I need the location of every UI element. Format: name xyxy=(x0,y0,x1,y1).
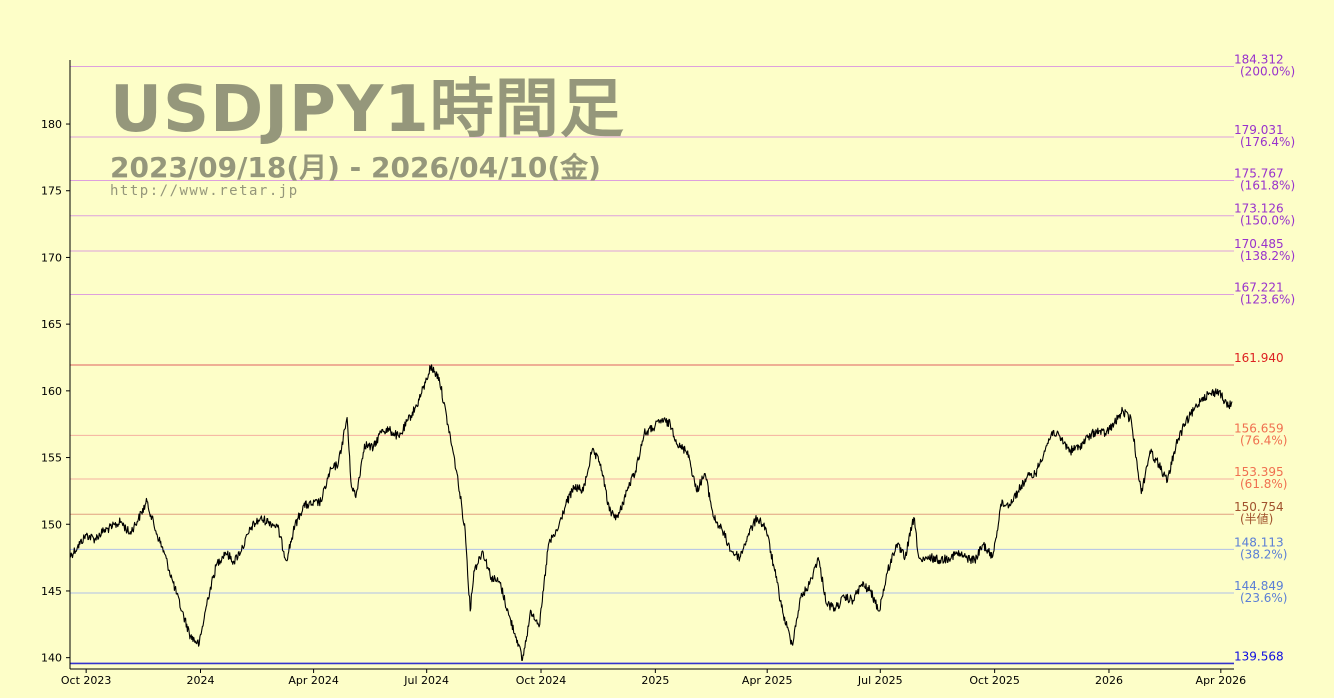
level-value-label: 179.031 xyxy=(1234,123,1284,137)
price-series-line xyxy=(69,364,1233,662)
x-tick-label: 2026 xyxy=(1095,674,1123,687)
level-value-label: 167.221 xyxy=(1234,281,1284,295)
level-value-label: 161.940 xyxy=(1234,351,1284,365)
level-value-label: 144.849 xyxy=(1234,579,1284,593)
level-percent-label: (150.0%) xyxy=(1240,214,1295,228)
level-percent-label: (176.4%) xyxy=(1240,135,1295,149)
level-value-label: 175.767 xyxy=(1234,167,1284,181)
level-value-label: 173.126 xyxy=(1234,202,1284,216)
level-value-label: 184.312 xyxy=(1234,53,1284,67)
y-tick-label: 165 xyxy=(41,318,62,331)
y-tick-label: 160 xyxy=(41,385,62,398)
level-value-label: 156.659 xyxy=(1234,421,1284,435)
level-value-label: 170.485 xyxy=(1234,237,1284,251)
x-tick-label: Apr 2026 xyxy=(1196,674,1247,687)
y-tick-label: 145 xyxy=(41,585,62,598)
x-tick-label: 2024 xyxy=(186,674,214,687)
x-tick-label: Oct 2025 xyxy=(969,674,1020,687)
site-url: http://www.retar.jp xyxy=(110,183,299,199)
y-tick-label: 150 xyxy=(41,518,62,531)
x-tick-label: Apr 2024 xyxy=(288,674,339,687)
level-percent-label: (123.6%) xyxy=(1240,293,1295,307)
x-tick-label: Apr 2025 xyxy=(742,674,793,687)
x-tick-label: Oct 2023 xyxy=(61,674,112,687)
level-percent-label: (76.4%) xyxy=(1240,433,1287,447)
chart-title: USDJPY1時間足 xyxy=(110,73,625,147)
level-percent-label: (161.8%) xyxy=(1240,179,1295,193)
y-tick-label: 155 xyxy=(41,452,62,465)
y-tick-label: 170 xyxy=(41,251,62,264)
level-percent-label: (38.2%) xyxy=(1240,547,1287,561)
level-percent-label: (200.0%) xyxy=(1240,65,1295,79)
level-value-label: 148.113 xyxy=(1234,535,1284,549)
level-value-label: 139.568 xyxy=(1234,649,1284,663)
level-percent-label: (61.8%) xyxy=(1240,477,1287,491)
y-tick-label: 140 xyxy=(41,652,62,665)
level-percent-label: (23.6%) xyxy=(1240,591,1287,605)
level-value-label: 153.395 xyxy=(1234,465,1284,479)
level-percent-label: (半値) xyxy=(1240,511,1273,526)
x-tick-label: Jul 2025 xyxy=(857,674,903,687)
x-tick-label: Oct 2024 xyxy=(516,674,567,687)
y-tick-label: 175 xyxy=(41,185,62,198)
y-tick-label: 180 xyxy=(41,118,62,131)
level-value-label: 150.754 xyxy=(1234,500,1284,514)
chart-period: 2023/09/18(月) - 2026/04/10(金) xyxy=(110,151,601,184)
x-tick-label: Jul 2024 xyxy=(403,674,449,687)
x-tick-label: 2025 xyxy=(641,674,669,687)
level-percent-label: (138.2%) xyxy=(1240,249,1295,263)
